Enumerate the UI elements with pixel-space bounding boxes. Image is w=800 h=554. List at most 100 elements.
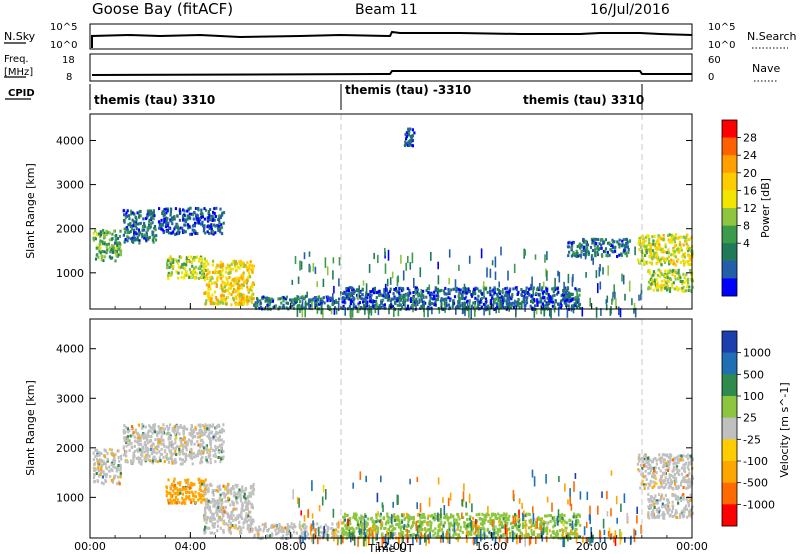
scatter-cell xyxy=(668,262,671,266)
scatter-cell xyxy=(574,303,577,307)
scatter-cell xyxy=(564,296,567,300)
scatter-cell xyxy=(174,483,177,487)
scatter-cell xyxy=(431,308,433,315)
scatter-cell xyxy=(153,430,156,434)
scatter-cell xyxy=(100,459,104,463)
scatter-cell xyxy=(252,488,256,492)
scatter-cell xyxy=(575,255,578,258)
scatter-cell xyxy=(204,430,207,434)
scatter-cell xyxy=(285,301,288,305)
scatter-cell xyxy=(567,304,570,308)
scatter-cell xyxy=(512,301,515,305)
scatter-cell xyxy=(185,257,188,261)
scatter-cell xyxy=(219,260,222,264)
scatter-cell xyxy=(261,523,264,527)
scatter-cell xyxy=(133,220,136,224)
scatter-cell xyxy=(122,453,125,457)
scatter-cell xyxy=(205,208,208,212)
scatter-cell xyxy=(470,533,473,537)
scatter-cell xyxy=(144,446,147,450)
scatter-cell xyxy=(112,478,115,482)
scatter-cell xyxy=(664,245,667,249)
scatter-cell xyxy=(343,290,346,294)
scatter-cell xyxy=(572,515,575,519)
scatter-cell xyxy=(296,307,299,317)
scatter-cell xyxy=(377,254,379,264)
scatter-cell xyxy=(197,217,200,221)
scatter-cell xyxy=(181,271,184,275)
scatter-cell xyxy=(391,271,394,279)
scatter-cell xyxy=(357,302,360,306)
scatter-cell xyxy=(186,440,189,444)
scatter-cell xyxy=(114,251,117,254)
scatter-cell xyxy=(280,526,283,530)
scatter-cell xyxy=(574,523,577,527)
scatter-cell xyxy=(476,519,479,523)
scatter-cell xyxy=(169,257,172,260)
scatter-cell xyxy=(301,295,304,299)
scatter-cell xyxy=(542,281,545,288)
scatter-cell xyxy=(133,435,136,439)
scatter-cell xyxy=(687,477,691,481)
scatter-cell xyxy=(301,308,304,318)
scatter-cell xyxy=(210,516,213,520)
scatter-cell xyxy=(262,295,265,299)
scatter-cell xyxy=(517,298,520,301)
scatter-cell xyxy=(533,523,536,527)
scatter-cell xyxy=(347,524,350,528)
scatter-cell xyxy=(393,287,396,291)
scatter-cell xyxy=(397,516,400,520)
scatter-cell xyxy=(583,249,586,253)
scatter-cell xyxy=(597,247,600,251)
scatter-cell xyxy=(235,303,238,307)
scatter-cell xyxy=(415,289,417,296)
scatter-cell xyxy=(492,534,496,538)
scatter-cell xyxy=(371,529,374,533)
scatter-cell xyxy=(681,280,684,283)
scatter-cell xyxy=(200,261,203,265)
scatter-cell xyxy=(222,529,225,533)
scatter-cell xyxy=(223,289,226,293)
scatter-cell xyxy=(668,271,671,275)
scatter-cell xyxy=(500,520,503,524)
scatter-cell xyxy=(184,502,187,505)
scatter-cell xyxy=(477,529,480,533)
scatter-cell xyxy=(643,261,646,265)
scatter-cell xyxy=(373,300,376,303)
scatter-cell xyxy=(545,301,548,305)
scatter-cell xyxy=(350,293,353,297)
scatter-cell xyxy=(196,232,199,236)
scatter-cell xyxy=(663,250,666,254)
scatter-cell xyxy=(528,293,531,297)
scatter-cell xyxy=(171,218,174,222)
scatter-cell xyxy=(186,444,189,447)
scatter-cell xyxy=(498,527,501,531)
scatter-cell xyxy=(244,263,247,267)
cpid-segment-2: themis (tau) -3310 xyxy=(345,83,471,97)
scatter-cell xyxy=(238,294,241,298)
scatter-cell xyxy=(687,238,690,242)
scatter-cell xyxy=(186,223,190,227)
scatter-cell xyxy=(542,520,545,524)
noise-left-tick-top: 10^5 xyxy=(50,22,77,33)
scatter-cell xyxy=(108,231,111,235)
scatter-cell xyxy=(301,300,304,310)
scatter-cell xyxy=(287,528,290,532)
scatter-cell xyxy=(228,267,231,270)
scatter-cell xyxy=(482,302,486,306)
scatter-cell xyxy=(394,302,397,305)
scatter-cell xyxy=(197,277,201,280)
scatter-cell xyxy=(214,224,217,228)
scatter-cell xyxy=(232,518,235,522)
scatter-cell xyxy=(207,262,210,266)
scatter-cell xyxy=(154,225,157,228)
scatter-cell xyxy=(194,495,197,499)
scatter-cell xyxy=(566,532,569,536)
scatter-cell xyxy=(388,304,391,308)
scatter-cell xyxy=(534,520,538,524)
scatter-cell xyxy=(245,281,249,285)
scatter-cell xyxy=(542,525,545,529)
scatter-cell xyxy=(525,291,528,295)
scatter-cell xyxy=(514,299,516,307)
scatter-cell xyxy=(247,527,250,531)
